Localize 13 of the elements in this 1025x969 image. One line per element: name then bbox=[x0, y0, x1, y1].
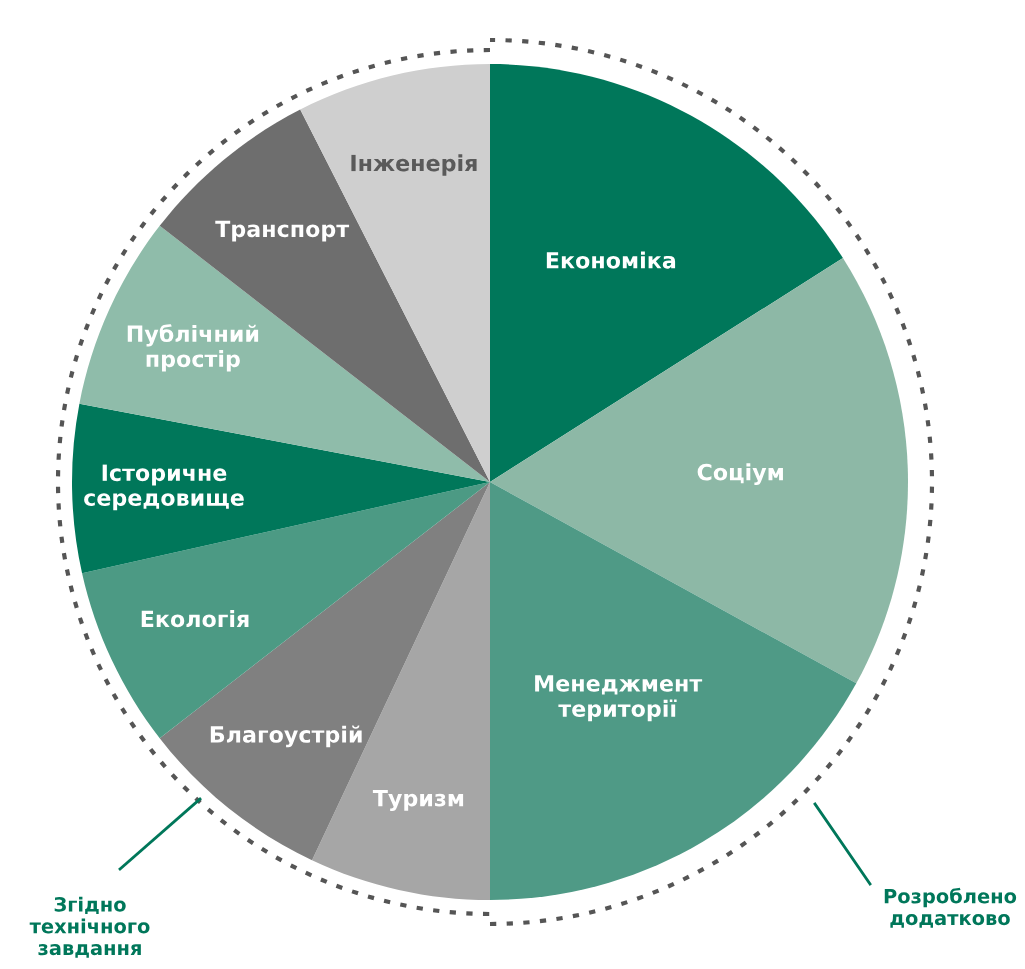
slice-label: Менеджмент території bbox=[535, 675, 703, 722]
slice-label: Транспорт bbox=[215, 220, 350, 242]
slice-label: Екологія bbox=[141, 610, 249, 628]
text: Розроблено додатково bbox=[884, 887, 1017, 928]
slice-label: Соціум bbox=[697, 463, 783, 485]
slice-label: Туризм bbox=[372, 789, 464, 811]
slice-label: Публічний простір bbox=[127, 324, 259, 372]
slice-label: Економіка bbox=[546, 251, 676, 269]
slice-label: Інженерія bbox=[351, 154, 477, 176]
pie-slice bbox=[72, 403, 490, 574]
slice-label: Історичне середовище bbox=[84, 464, 244, 511]
slice-label: Благоустрій bbox=[210, 725, 362, 748]
text: Згідно технічного завдання bbox=[29, 896, 150, 958]
